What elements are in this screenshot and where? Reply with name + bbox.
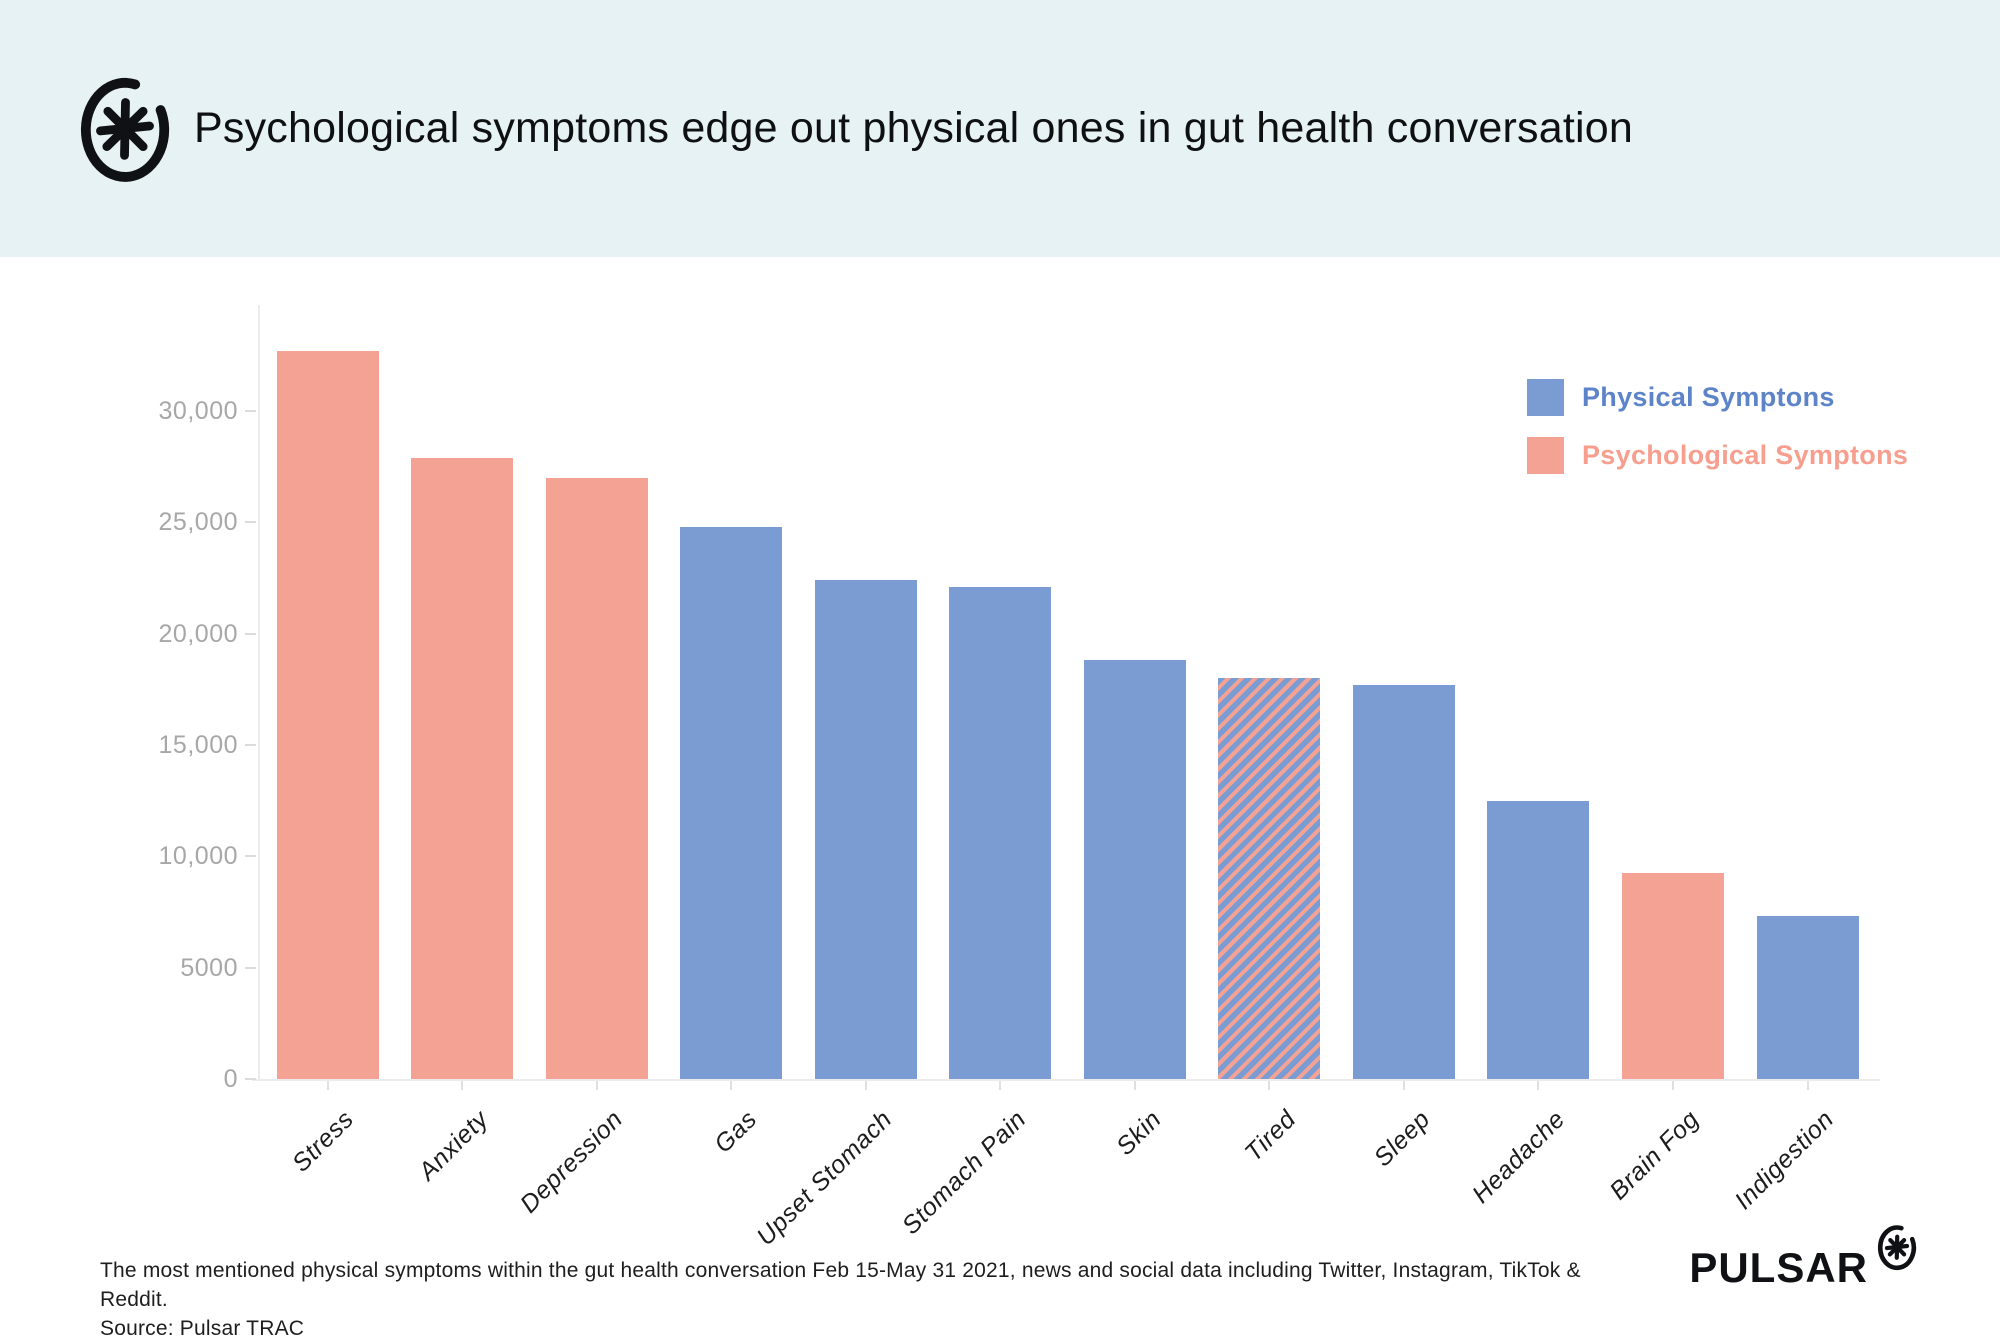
- pulsar-brand-footer: PULSAR: [1689, 1225, 1922, 1295]
- y-tick-label: 15,000: [158, 731, 238, 759]
- x-tick-mark: [595, 1081, 598, 1090]
- legend-swatch-psychological-icon: [1527, 436, 1564, 474]
- x-axis-label: Depression: [514, 1105, 629, 1219]
- bar-headache: [1487, 800, 1590, 1079]
- x-tick-mark: [1537, 1081, 1540, 1090]
- x-axis-label: Skin: [1110, 1105, 1167, 1161]
- x-axis-label: Indigestion: [1729, 1105, 1840, 1215]
- x-axis-label: Tired: [1239, 1105, 1302, 1168]
- x-axis-label: Upset Stomach: [751, 1105, 898, 1252]
- y-tick-mark: [245, 521, 256, 524]
- y-tick-label: 0: [223, 1065, 238, 1093]
- bar-gas: [680, 526, 783, 1079]
- x-axis: [252, 1079, 1880, 1081]
- pulsar-wordmark: PULSAR: [1689, 1244, 1868, 1291]
- header-banner: Psychological symptoms edge out physical…: [0, 0, 2000, 257]
- x-axis-label: Gas: [709, 1105, 763, 1159]
- legend-swatch-physical-icon: [1527, 378, 1564, 416]
- pulsar-asterisk-logo-icon: [76, 65, 174, 192]
- x-tick-mark: [1268, 1081, 1271, 1090]
- y-tick-label: 10,000: [158, 842, 238, 871]
- pulsar-asterisk-icon: [1872, 1220, 1922, 1277]
- bar-anxiety: [411, 457, 514, 1079]
- bar-brain-fog: [1622, 873, 1724, 1079]
- x-tick-mark: [999, 1081, 1002, 1090]
- bar-upset-stomach: [814, 580, 917, 1079]
- x-axis-label: Anxiety: [413, 1105, 494, 1186]
- bar-indigestion: [1756, 916, 1859, 1079]
- x-tick-mark: [1806, 1081, 1809, 1090]
- y-axis: [258, 305, 260, 1081]
- bar-skin: [1083, 660, 1186, 1079]
- bar-tired: [1218, 678, 1321, 1079]
- legend-label-physical: Physical Symptons: [1582, 381, 1835, 412]
- y-tick-mark: [245, 744, 256, 746]
- legend-label-psychological: Psychological Symptons: [1582, 439, 1909, 470]
- page-title: Psychological symptoms edge out physical…: [194, 104, 1633, 152]
- y-tick-mark: [245, 632, 256, 635]
- y-tick-label: 25,000: [158, 508, 238, 537]
- x-tick-mark: [730, 1081, 733, 1090]
- y-tick-label: 20,000: [158, 619, 238, 648]
- y-tick-label: 30,000: [158, 397, 238, 425]
- x-axis-label: Stomach Pain: [897, 1105, 1033, 1240]
- y-tick-mark: [245, 1078, 256, 1080]
- legend-item-psychological: Psychological Symptons: [1527, 436, 1908, 474]
- x-tick-mark: [1133, 1081, 1136, 1090]
- legend: Physical Symptons Psychological Symptons: [1527, 378, 1908, 494]
- legend-item-physical: Physical Symptons: [1527, 378, 1908, 416]
- y-tick-label: 5000: [180, 953, 238, 982]
- x-axis-label: Brain Fog: [1604, 1105, 1705, 1206]
- x-tick-mark: [1672, 1081, 1674, 1090]
- x-axis-label: Sleep: [1368, 1105, 1436, 1173]
- bar-stomach-pain: [949, 586, 1052, 1079]
- footnote-description: The most mentioned physical symptoms wit…: [100, 1259, 1581, 1311]
- bar-stress: [276, 350, 379, 1079]
- x-tick-mark: [864, 1081, 867, 1090]
- x-tick-mark: [1402, 1081, 1405, 1090]
- x-axis-label: Headache: [1466, 1105, 1571, 1209]
- bar-depression: [545, 477, 648, 1079]
- x-tick-mark: [461, 1081, 464, 1090]
- y-tick-mark: [245, 410, 256, 412]
- y-tick-mark: [245, 966, 256, 969]
- x-tick-mark: [326, 1081, 329, 1090]
- bar-sleep: [1352, 684, 1455, 1079]
- y-tick-mark: [245, 855, 256, 858]
- chart-footnote: The most mentioned physical symptoms wit…: [100, 1256, 1600, 1343]
- x-axis-label: Stress: [286, 1105, 360, 1178]
